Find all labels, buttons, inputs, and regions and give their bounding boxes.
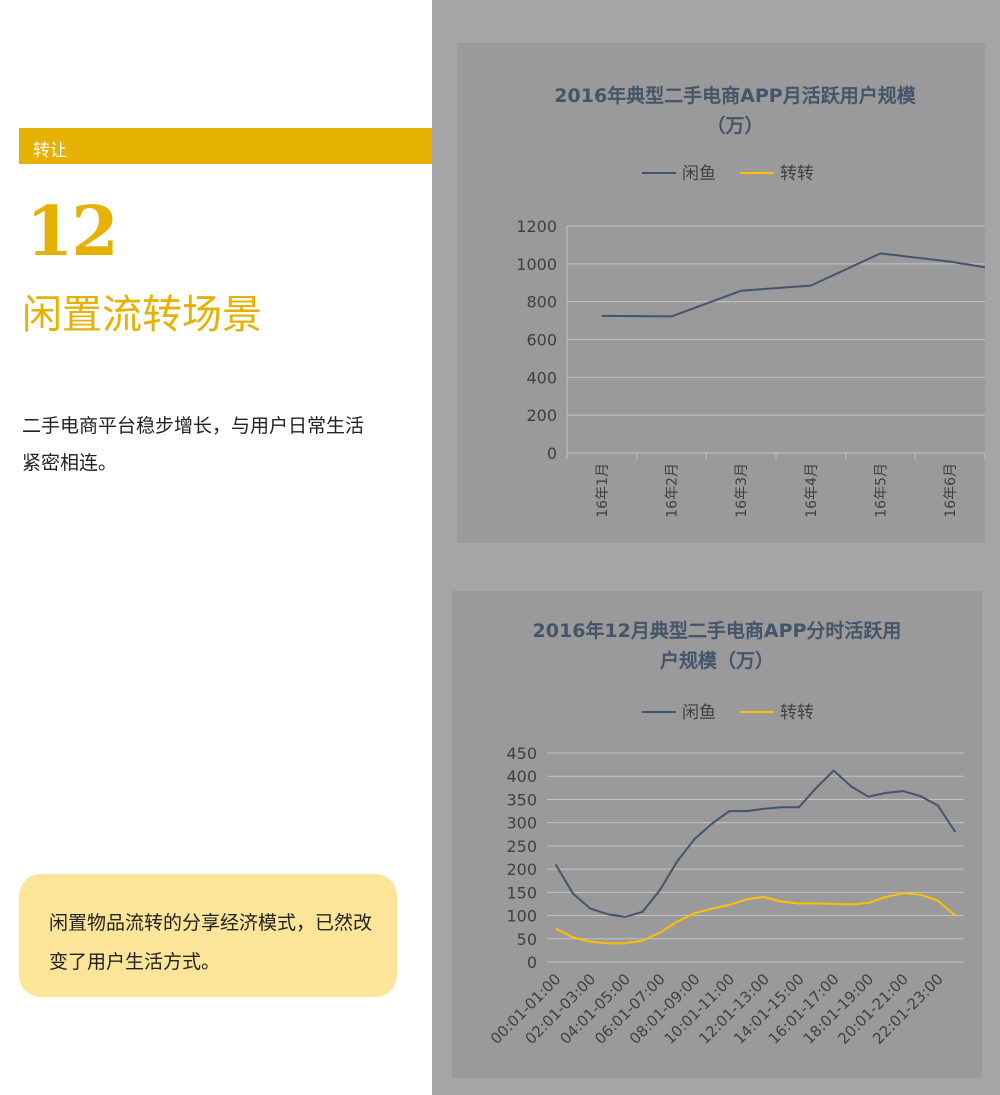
y-tick-label: 300: [506, 814, 537, 833]
y-tick-label: 100: [506, 907, 537, 926]
section-title: 闲置流转场景: [22, 292, 262, 338]
x-tick-label: 16年5月: [874, 463, 890, 518]
y-tick-label: 350: [506, 790, 537, 809]
y-tick-label: 400: [526, 368, 557, 387]
y-tick-label: 1200: [516, 217, 557, 236]
y-tick-label: 600: [526, 331, 557, 350]
tag-label: 转让: [33, 141, 67, 161]
y-tick-label: 0: [527, 953, 537, 972]
right-panel: 2016年典型二手电商APP月活跃用户规模 （万） 闲鱼 转转 1200 1000 800 6…: [432, 0, 1000, 1095]
section-number: 12: [26, 192, 119, 272]
chart-title: 户规模（万）: [660, 649, 774, 672]
y-tick-label: 200: [506, 860, 537, 879]
y-tick-label: 0: [547, 444, 557, 463]
series-line-xianyu: [554, 769, 957, 918]
section-description: 二手电商平台稳步增长，与用户日常生活紧密相连。: [22, 415, 365, 474]
x-tick-label: 16年3月: [734, 463, 750, 518]
y-tick-label: 50: [517, 930, 537, 949]
chart-title: （万）: [706, 114, 763, 137]
x-tick-label: 16年4月: [804, 463, 820, 518]
legend-label: 闲鱼: [682, 164, 716, 184]
x-tick-label: 16年6月: [943, 463, 959, 518]
chart-title: 2016年12月典型二手电商APP分时活跃用: [533, 619, 902, 642]
legend-label: 闲鱼: [682, 703, 716, 723]
note-text: 闲置物品流转的分享经济模式，已然改变了用户生活方式。: [49, 912, 373, 973]
tag-bar: 转让: [19, 128, 432, 164]
y-tick-label: 450: [506, 744, 537, 763]
y-tick-label: 250: [506, 837, 537, 856]
y-tick-label: 150: [506, 883, 537, 902]
x-tick-label: 16年2月: [665, 463, 681, 518]
chart-title: 2016年典型二手电商APP月活跃用户规模: [554, 84, 916, 107]
y-tick-label: 200: [526, 406, 557, 425]
series-line-zhuanzhuan: [555, 892, 956, 945]
y-tick-label: 800: [526, 293, 557, 312]
note-box: 闲置物品流转的分享经济模式，已然改变了用户生活方式。: [19, 874, 397, 997]
series-line-xianyu: [601, 252, 1000, 318]
legend-label: 转转: [780, 164, 814, 184]
chart-panel-monthly: 2016年典型二手电商APP月活跃用户规模 （万） 闲鱼 转转 1200 1000 800 6…: [457, 43, 1000, 543]
x-tick-label: 16年1月: [595, 463, 611, 518]
legend-label: 转转: [780, 703, 814, 723]
y-tick-label: 1000: [516, 255, 557, 274]
left-panel: 转让 12 闲置流转场景 二手电商平台稳步增长，与用户日常生活紧密相连。 闲置物…: [0, 0, 432, 1095]
chart-monthly-active-users: 2016年典型二手电商APP月活跃用户规模 （万） 闲鱼 转转 1200 1000 800 6…: [516, 84, 1000, 518]
y-tick-label: 400: [506, 767, 537, 786]
chart-panel-hourly: 2016年12月典型二手电商APP分时活跃用 户规模（万） 闲鱼 转转 450 400 35…: [452, 591, 982, 1078]
